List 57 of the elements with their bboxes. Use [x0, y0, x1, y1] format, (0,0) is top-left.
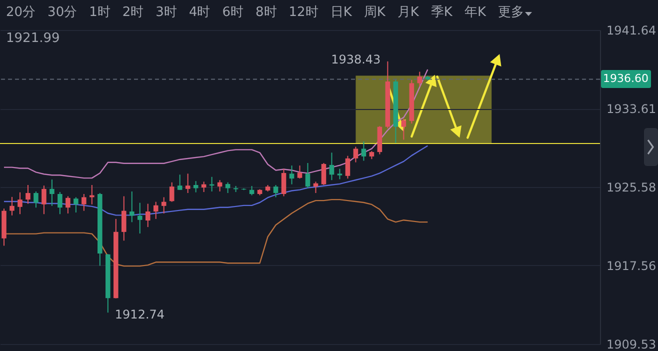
text: 3时	[154, 4, 178, 22]
candlestick	[26, 184, 30, 204]
candlestick	[122, 196, 126, 242]
candlestick	[305, 162, 310, 189]
candlestick	[321, 162, 326, 186]
text: 年K	[463, 4, 487, 22]
candlestick	[361, 140, 366, 162]
candlestick	[66, 196, 70, 214]
candlestick	[137, 202, 142, 234]
ref-line-label: 1936.60	[601, 70, 650, 88]
text: 8时	[254, 4, 278, 22]
candlestick	[273, 184, 278, 198]
text: 12时	[288, 4, 320, 22]
text: 20分	[5, 4, 37, 22]
candlestick	[42, 185, 46, 215]
text: 2时	[121, 4, 145, 22]
candlestick	[329, 152, 334, 181]
candlestick	[417, 71, 422, 87]
text: 4时	[188, 4, 212, 22]
candlestick	[82, 193, 86, 212]
text: 1时	[88, 4, 112, 22]
candlestick	[58, 192, 62, 215]
candlestick	[161, 196, 166, 214]
candlestick	[74, 196, 78, 213]
candlestick	[129, 190, 134, 223]
candlestick	[249, 185, 254, 196]
y-tick-label: 1933.61	[606, 102, 656, 116]
text: 日K	[329, 4, 353, 22]
text: 更多	[496, 4, 525, 22]
text: 周K	[362, 4, 386, 22]
y-tick-label: 1909.53	[606, 338, 656, 351]
annotation: 1938.43	[331, 52, 381, 66]
candlestick	[18, 192, 22, 215]
candlestick	[153, 201, 158, 220]
text: 季K	[430, 4, 454, 22]
candlestick	[185, 173, 190, 194]
candlestick	[177, 174, 182, 190]
candlestick	[345, 155, 350, 180]
candlestick	[401, 118, 406, 140]
text: 6时	[221, 4, 244, 22]
y-tick-label: 1925.58	[606, 180, 656, 195]
candlestick	[169, 182, 174, 202]
candlestick	[50, 179, 54, 206]
text: 30分	[46, 4, 78, 22]
candlestick	[281, 168, 286, 197]
annotation: 1912.74	[114, 308, 165, 322]
candlestick	[289, 165, 294, 185]
candlestick	[10, 196, 14, 216]
text: 月K	[396, 4, 420, 22]
candlestick	[145, 203, 150, 228]
candlestick	[34, 190, 38, 208]
candlestick	[337, 168, 342, 180]
candlestick	[297, 165, 302, 180]
annotation: 1921.99	[5, 30, 61, 48]
y-tick-label: 1917.56	[606, 258, 656, 273]
candlestick	[353, 146, 358, 163]
y-tick-label: 1941.64	[606, 24, 656, 38]
